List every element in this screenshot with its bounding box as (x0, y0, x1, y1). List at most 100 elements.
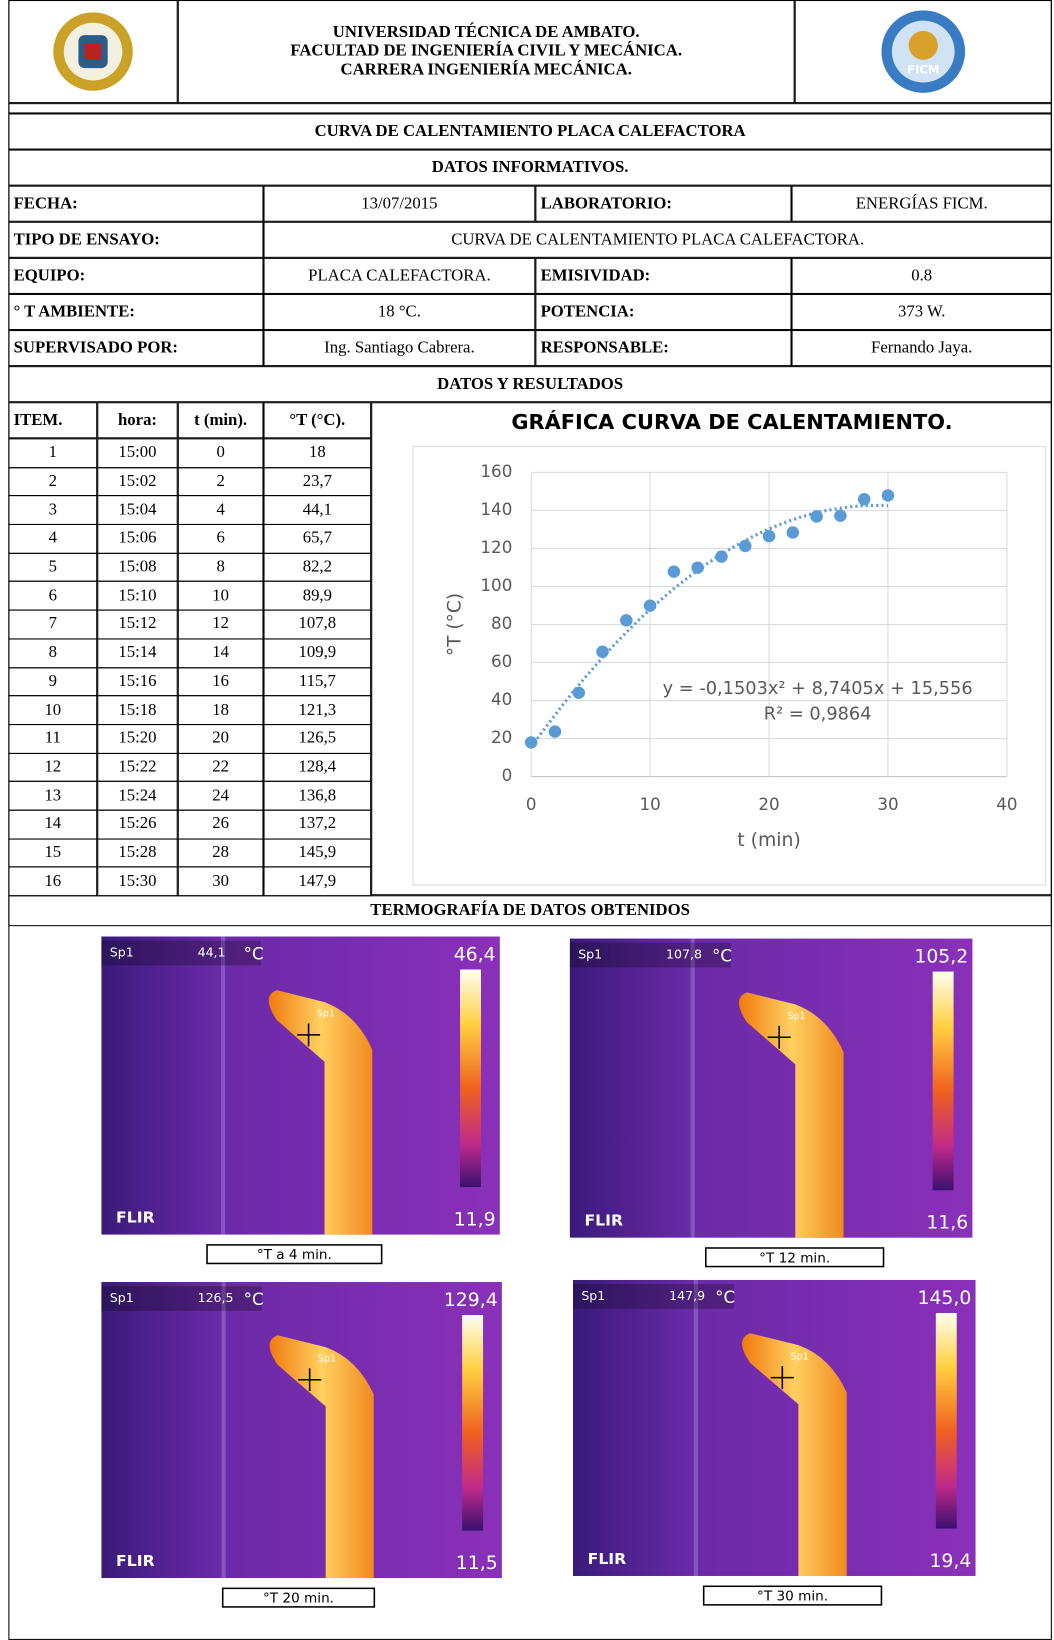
spot-marker-label: Sp1 (318, 1354, 336, 1365)
table-cell: 15:02 (97, 466, 178, 497)
university-logo (53, 12, 133, 91)
thermal-edge (690, 938, 695, 1238)
scale-max: 145,0 (917, 1288, 971, 1309)
field-value: Ing. Santiago Cabrera. (263, 330, 536, 367)
table-cell: 109,9 (263, 638, 372, 668)
table-cell: 10 (8, 695, 98, 725)
table-cell: 11 (8, 723, 98, 754)
field-value: 13/07/2015 (263, 185, 536, 222)
logo-cell: FICM (794, 0, 1052, 104)
spot-label: Sp1 (110, 1290, 134, 1305)
table-cell: 12 (177, 609, 264, 640)
x-tick-label: 0 (526, 795, 537, 814)
camera-brand: FLIR (588, 1550, 627, 1568)
table-cell: 128,4 (263, 752, 372, 783)
spot-marker-label: Sp1 (791, 1352, 809, 1363)
field-label: ° T AMBIENTE: (8, 293, 264, 331)
spot-unit: °C (712, 947, 732, 966)
y-tick-label: 40 (491, 690, 512, 709)
table-cell: 15:10 (97, 581, 178, 611)
table-cell: 4 (177, 495, 264, 526)
trendline-r2: R² = 0,9864 (764, 705, 872, 725)
data-point (643, 599, 657, 612)
table-cell: 5 (8, 552, 98, 583)
table-cell: 2 (8, 466, 98, 497)
table-cell: 15:04 (97, 495, 178, 526)
color-scale (462, 1315, 484, 1531)
data-point (762, 529, 776, 543)
readout-band (572, 1284, 735, 1309)
table-cell: 20 (177, 723, 264, 754)
x-axis-label: t (min) (737, 830, 801, 851)
field-value: 0.8 (791, 257, 1052, 294)
data-point (786, 526, 800, 539)
data-point (715, 550, 728, 563)
thermal-plate (738, 992, 844, 1238)
table-cell: 0 (177, 438, 264, 468)
table-cell: 6 (8, 581, 98, 611)
field-label: LABORATORIO: (535, 185, 792, 222)
image-caption: °T a 4 min. (257, 1247, 332, 1263)
column-header: °T (°C). (263, 402, 372, 439)
crosshair (767, 1025, 791, 1049)
logo-text: FICM (907, 63, 939, 77)
table-cell: 24 (177, 781, 264, 811)
data-point (596, 645, 609, 658)
section-heading: DATOS INFORMATIVOS. (8, 149, 1052, 186)
table-cell: 15:20 (97, 723, 178, 754)
data-point (834, 509, 847, 522)
document-title: CURVA DE CALENTAMIENTO PLACA CALEFACTORA (8, 113, 1052, 150)
field-value: 18 °C. (263, 293, 536, 331)
table-cell: 15:16 (97, 666, 178, 697)
data-point (738, 539, 752, 553)
table-cell: 7 (8, 609, 98, 640)
scale-min: 11,5 (456, 1553, 498, 1574)
spot-label: Sp1 (578, 947, 602, 962)
table-cell: 26 (177, 809, 264, 840)
table-cell: 126,5 (263, 723, 372, 754)
chart-cell (371, 402, 1052, 896)
logo-gear (908, 30, 938, 60)
y-axis-label: °T (°C) (444, 593, 465, 656)
data-point (572, 686, 586, 699)
thermal-background (101, 936, 500, 1235)
logo-emblem (84, 43, 102, 60)
data-point (548, 725, 562, 738)
chart-title: GRÁFICA CURVA DE CALENTAMIENTO. (511, 409, 952, 434)
y-tick-label: 100 (480, 576, 512, 595)
table-cell: 28 (177, 838, 264, 868)
image-caption: °T 12 min. (759, 1250, 830, 1266)
table-cell: 18 (263, 438, 372, 468)
table-cell: 15:06 (97, 524, 178, 554)
camera-brand: FLIR (116, 1209, 155, 1227)
table-cell: 147,9 (263, 866, 372, 897)
table-cell: 6 (177, 524, 264, 554)
table-cell: 107,8 (263, 609, 372, 640)
table-cell: 145,9 (263, 838, 372, 868)
data-point (857, 493, 871, 506)
spot-marker-label: Sp1 (317, 1009, 335, 1020)
data-point (620, 614, 633, 627)
table-cell: 15:00 (97, 438, 178, 468)
image-caption: °T 30 min. (757, 1589, 828, 1605)
logo-cell (8, 0, 178, 104)
crosshair (298, 1368, 322, 1392)
table-cell: 1 (8, 438, 98, 468)
spot-label: Sp1 (581, 1288, 605, 1303)
caption-box (221, 1587, 376, 1608)
spot-reading: 126,5 (198, 1290, 234, 1305)
field-value: CURVA DE CALENTAMIENTO PLACA CALEFACTORA… (263, 221, 1052, 258)
spot-reading: 107,8 (666, 947, 702, 962)
table-cell: 22 (177, 752, 264, 783)
table-cell: 15:12 (97, 609, 178, 640)
table-cell: 82,2 (263, 552, 372, 583)
x-tick-label: 20 (758, 795, 779, 814)
color-scale (932, 971, 954, 1191)
table-cell: 9 (8, 666, 98, 697)
scale-max: 105,2 (914, 947, 968, 968)
scale-min: 19,4 (929, 1551, 971, 1572)
thermal-image: Sp1 44,1 °C 46,4 11,9 FLIR Sp1 (101, 936, 500, 1235)
crosshair (297, 1023, 321, 1047)
caption-box (704, 1247, 885, 1268)
